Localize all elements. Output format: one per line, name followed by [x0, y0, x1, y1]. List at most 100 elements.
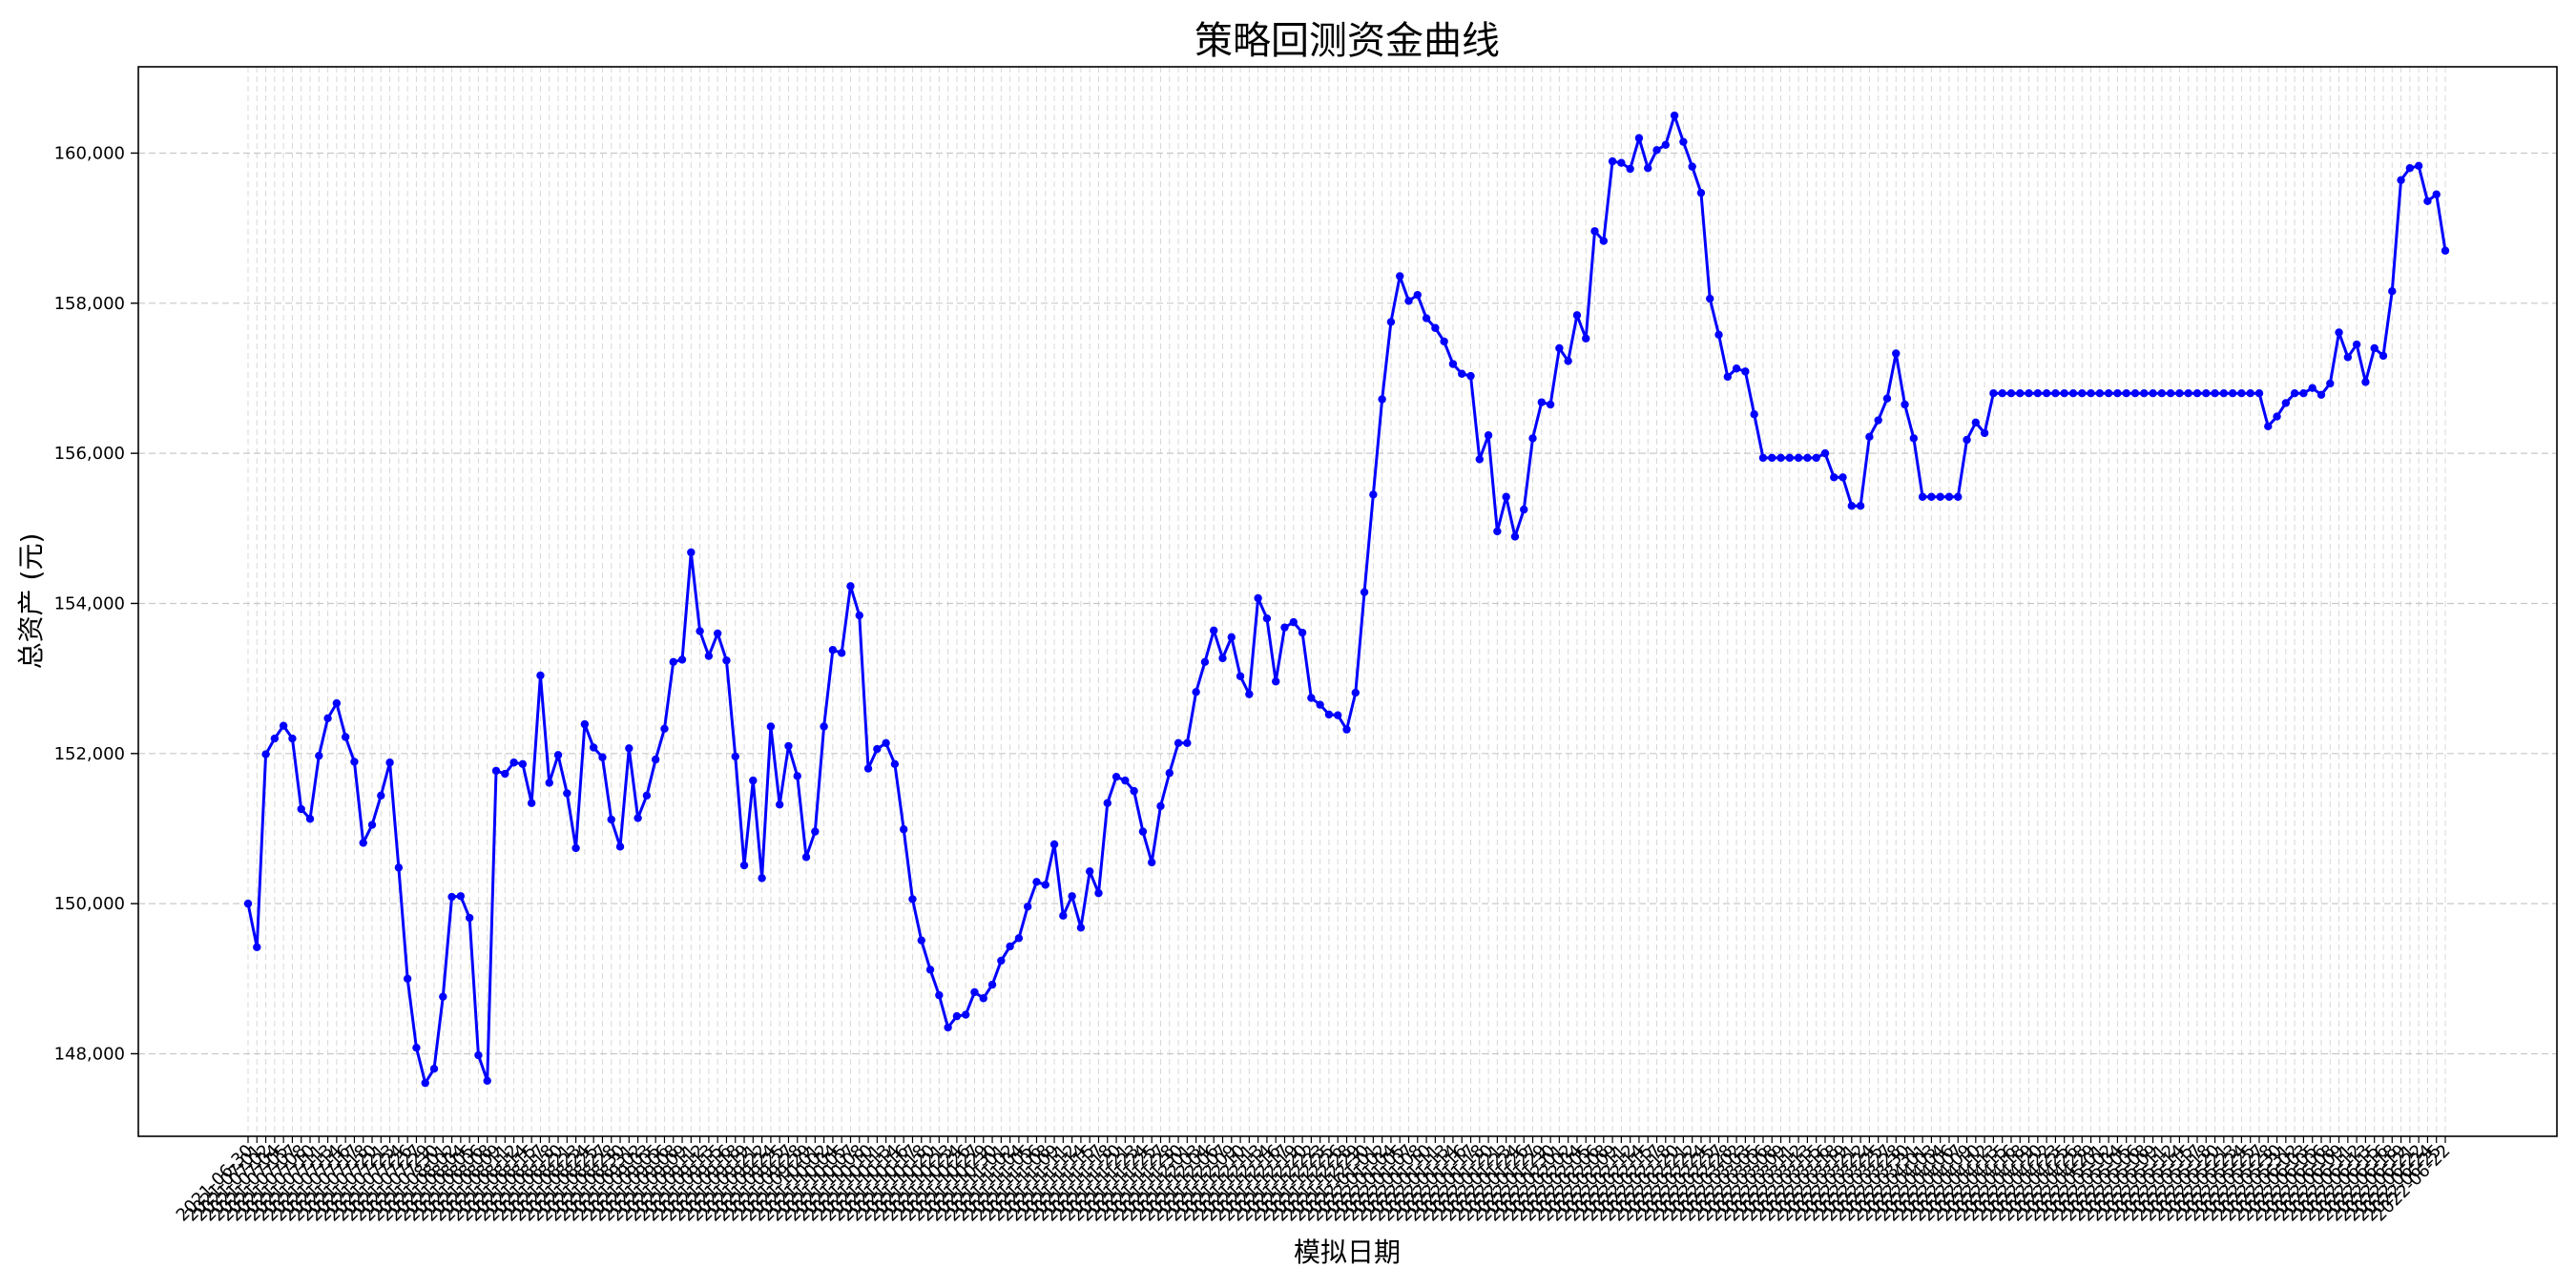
- data-point: [1493, 527, 1502, 536]
- data-point: [315, 751, 323, 760]
- data-point: [563, 789, 571, 798]
- data-point: [491, 766, 501, 776]
- series-layer: [243, 111, 2450, 1088]
- data-point: [1378, 395, 1386, 404]
- data-point: [2326, 379, 2335, 388]
- data-point: [1909, 434, 1919, 443]
- data-point: [1245, 690, 1254, 698]
- data-point: [2078, 389, 2087, 398]
- data-point: [749, 776, 758, 785]
- y-tick-label: 148,000: [54, 1044, 125, 1064]
- data-point: [598, 753, 607, 761]
- data-point: [439, 992, 447, 1001]
- data-point: [1670, 111, 1679, 120]
- data-point: [713, 629, 722, 638]
- data-point: [1254, 593, 1262, 603]
- data-point: [607, 815, 615, 824]
- data-point: [669, 657, 677, 667]
- data-point: [2095, 389, 2105, 398]
- data-point: [739, 861, 749, 870]
- data-point: [1448, 360, 1458, 368]
- data-point: [890, 759, 900, 769]
- data-point: [1599, 237, 1609, 245]
- data-point: [1794, 453, 1803, 463]
- data-point: [1272, 677, 1280, 686]
- y-tick-label: 156,000: [54, 444, 125, 464]
- data-point: [2104, 389, 2113, 398]
- data-point: [1927, 492, 1936, 501]
- data-point: [811, 827, 820, 836]
- data-point: [2352, 340, 2361, 349]
- data-point: [2397, 176, 2405, 184]
- data-point: [341, 733, 350, 741]
- data-point: [793, 772, 801, 780]
- data-point: [2202, 389, 2211, 398]
- data-point: [1590, 227, 1599, 236]
- data-point: [899, 825, 908, 834]
- data-point: [651, 755, 660, 764]
- data-point: [952, 1011, 962, 1021]
- data-point: [2113, 389, 2122, 398]
- data-point: [1351, 688, 1360, 697]
- data-point: [483, 1076, 491, 1085]
- data-point: [2068, 389, 2078, 398]
- data-point: [625, 744, 634, 753]
- data-point: [1502, 492, 1510, 501]
- data-point: [2140, 389, 2149, 398]
- data-point: [1776, 453, 1785, 463]
- data-point: [2299, 389, 2308, 398]
- data-point: [1856, 502, 1865, 510]
- data-point: [456, 892, 466, 901]
- data-point: [1369, 490, 1378, 499]
- data-point: [1422, 314, 1431, 322]
- x-axis-ticks: 2021-06-302021-07-012021-07-022021-07-04…: [173, 1136, 2455, 1226]
- data-point: [1944, 492, 1954, 501]
- y-tick-label: 154,000: [54, 593, 125, 613]
- data-point: [1661, 140, 1671, 150]
- data-point: [2122, 389, 2130, 398]
- data-point: [1041, 881, 1049, 889]
- data-point: [1130, 786, 1138, 796]
- data-point: [1892, 349, 1901, 358]
- data-point: [1812, 453, 1820, 463]
- plot-area-frame: [137, 66, 2558, 1137]
- data-point: [580, 719, 590, 729]
- data-point: [1103, 799, 1111, 807]
- data-point: [784, 741, 793, 751]
- data-point: [385, 758, 394, 767]
- data-point: [350, 758, 359, 766]
- data-point: [855, 611, 863, 620]
- data-point: [677, 655, 687, 664]
- data-point: [970, 987, 979, 997]
- data-point: [2379, 351, 2388, 361]
- data-point: [2060, 389, 2068, 398]
- data-point: [2432, 190, 2441, 198]
- data-point: [1696, 188, 1706, 197]
- data-point: [2246, 389, 2254, 398]
- data-point: [1537, 398, 1546, 406]
- data-point: [1484, 431, 1493, 440]
- data-point: [2228, 389, 2237, 398]
- data-point: [1617, 158, 1626, 167]
- data-point: [509, 758, 518, 767]
- data-point: [1582, 334, 1590, 343]
- data-point: [2166, 389, 2175, 398]
- data-point: [634, 814, 642, 822]
- data-point: [1830, 473, 1839, 482]
- data-point: [2006, 389, 2016, 398]
- data-point: [394, 863, 404, 872]
- y-tick-label: 160,000: [54, 143, 125, 163]
- grid-lines: [138, 67, 2557, 1136]
- data-point: [1989, 389, 1998, 398]
- y-tick-label: 158,000: [54, 294, 125, 314]
- data-point: [1148, 858, 1156, 867]
- data-point: [2316, 390, 2326, 399]
- data-point: [1307, 694, 1316, 702]
- data-point: [367, 821, 377, 829]
- data-point: [1280, 623, 1289, 632]
- data-point: [2033, 389, 2043, 398]
- data-point: [377, 791, 385, 800]
- data-point: [704, 652, 714, 660]
- data-point: [1688, 162, 1696, 171]
- data-point: [1324, 710, 1334, 719]
